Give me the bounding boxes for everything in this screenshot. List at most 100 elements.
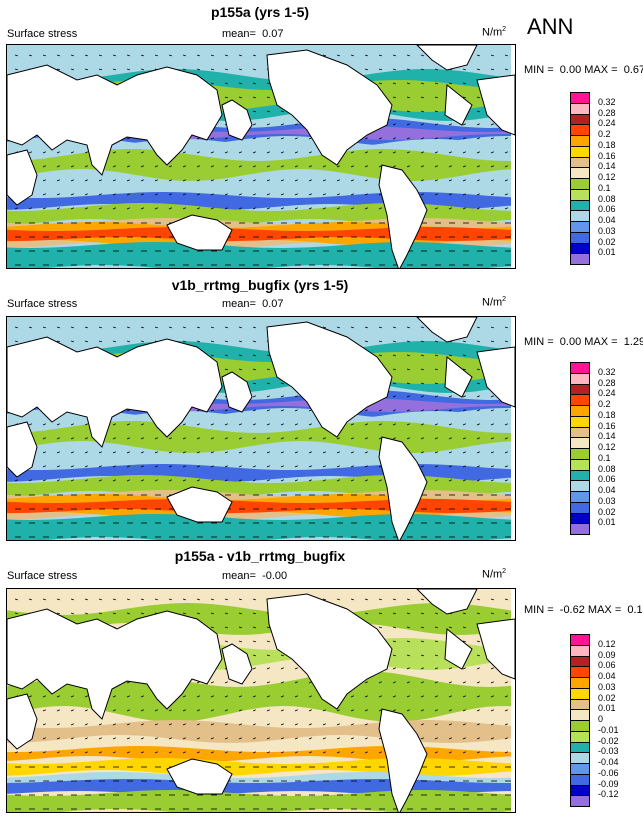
colorbar-tick-label: 0.32: [598, 366, 616, 377]
colorbar-tick-label: 0.32: [598, 96, 616, 107]
surface-stress-map: [6, 44, 516, 269]
colorbar-tick-label: 0.03: [598, 495, 616, 506]
contour-band: [7, 779, 511, 795]
colorbar: 0.32 0.28 0.24 0.2 0.18 0.16 0.14 0.12 0.1 0.08 0.…: [570, 362, 640, 535]
mean-readout: mean= 0.07: [222, 298, 284, 310]
colorbar-tick-label: 0.02: [598, 506, 616, 517]
mean-readout: mean= 0.07: [222, 28, 284, 40]
units-label: N/m2: [482, 568, 507, 581]
colorbar-tick-label: 0.08: [598, 193, 616, 204]
land-outline: [444, 628, 473, 670]
land-outline: [476, 618, 515, 680]
colorbar-tick-label: 0.03: [598, 681, 616, 692]
mean-readout: mean= -0.00: [222, 570, 288, 582]
land-outline: [7, 64, 223, 176]
colorbar-swatch: [570, 795, 590, 807]
colorbar-tick-label: -0.04: [598, 757, 619, 767]
colorbar-tick-label: 0.01: [598, 703, 616, 714]
colorbar-tick-label: 0.06: [598, 474, 616, 485]
panel-title: p155a - v1b_rrtmg_bugfix: [174, 548, 346, 564]
land-outline: [7, 421, 38, 478]
panel-title: p155a (yrs 1-5): [210, 4, 310, 20]
land-outline: [7, 693, 38, 750]
land-outline: [266, 321, 393, 438]
contour-band: [7, 499, 511, 513]
season-label: ANN: [527, 14, 574, 39]
colorbar: 0.32 0.28 0.24 0.2 0.18 0.16 0.14 0.12 0.1 0.08 0.…: [570, 92, 640, 265]
colorbar-tick-label: 0.16: [598, 420, 616, 431]
colorbar-tick-label: 0.09: [598, 649, 616, 660]
colorbar-tick-label: 0.08: [598, 463, 616, 474]
surface-stress-map: [6, 316, 516, 541]
colorbar-tick-label: 0.12: [598, 442, 616, 452]
land-outline: [476, 346, 515, 408]
colorbar-tick-label: 0.24: [598, 388, 616, 399]
variable-label: Surface stress: [7, 570, 78, 582]
colorbar-tick-label: 0.04: [598, 215, 616, 225]
land-outline: [221, 643, 253, 685]
land-outline: [166, 486, 233, 523]
colorbar-tick-label: 0.01: [598, 517, 616, 528]
min-max-readout: MIN = 0.00 MAX = 1.29: [524, 336, 643, 348]
min-max-readout: MIN = -0.62 MAX = 0.17: [524, 604, 643, 616]
land-outline: [166, 758, 233, 795]
land-outline: [416, 45, 478, 71]
contour-band: [7, 603, 511, 635]
colorbar-tick-label: 0.1: [598, 182, 611, 193]
colorbar-tick-label: 0.18: [598, 409, 616, 420]
colorbar-tick-label: 0.14: [598, 161, 616, 172]
colorbar-tick-label: 0.12: [598, 638, 616, 649]
land-outline: [266, 593, 393, 710]
colorbar-tick-label: -0.01: [598, 724, 619, 735]
land-outline: [7, 149, 38, 206]
land-outline: [476, 74, 515, 136]
land-outline: [444, 356, 473, 398]
colorbar-tick-label: 0.02: [598, 236, 616, 247]
land-outline: [378, 708, 428, 812]
colorbar: 0.12 0.09 0.06 0.04 0.03 0.02 0.01 0 -0.01 -0.02-…: [570, 634, 640, 807]
units-label: N/m2: [482, 26, 507, 39]
variable-label: Surface stress: [7, 28, 78, 40]
contour-band: [7, 514, 511, 540]
colorbar-tick-label: 0.28: [598, 107, 616, 118]
colorbar-tick-label: -0.03: [598, 746, 619, 757]
min-max-readout: MIN = 0.00 MAX = 0.67: [524, 64, 643, 76]
colorbar-tick-label: 0.04: [598, 671, 616, 681]
land-outline: [7, 336, 223, 448]
colorbar-tick-label: 0.2: [598, 129, 611, 139]
colorbar-tick-label: 0.16: [598, 150, 616, 161]
colorbar-swatch: [570, 253, 590, 265]
colorbar-tick-label: 0.03: [598, 225, 616, 236]
land-outline: [416, 317, 478, 343]
surface-stress-difference-map: [6, 588, 516, 813]
units-label: N/m2: [482, 296, 507, 309]
colorbar-tick-label: 0.28: [598, 377, 616, 388]
contour-band: [7, 790, 511, 812]
colorbar-tick-label: 0.02: [598, 692, 616, 703]
colorbar-tick-label: 0.06: [598, 660, 616, 671]
colorbar-swatch: [570, 523, 590, 535]
colorbar-tick-label: 0.01: [598, 247, 616, 258]
colorbar-tick-label: 0.06: [598, 204, 616, 215]
colorbar-tick-label: -0.12: [598, 789, 619, 800]
land-outline: [444, 84, 473, 126]
land-outline: [378, 436, 428, 540]
colorbar-tick-label: 0.2: [598, 399, 611, 409]
colorbar-tick-label: 0.24: [598, 118, 616, 129]
colorbar-tick-label: -0.02: [598, 735, 619, 746]
colorbar-tick-label: 0: [598, 714, 604, 724]
colorbar-tick-label: 0.04: [598, 485, 616, 495]
colorbar-tick-label: 0.1: [598, 452, 611, 463]
land-outline: [266, 49, 393, 166]
contour-band: [7, 227, 511, 241]
panel-title: v1b_rrtmg_bugfix (yrs 1-5): [171, 277, 349, 293]
land-outline: [221, 371, 253, 413]
land-outline: [416, 589, 478, 615]
land-outline: [221, 99, 253, 141]
colorbar-tick-label: -0.06: [598, 767, 619, 778]
variable-label: Surface stress: [7, 298, 78, 310]
land-outline: [7, 608, 223, 720]
colorbar-tick-label: 0.14: [598, 431, 616, 442]
contour-band: [7, 242, 511, 268]
land-outline: [378, 164, 428, 268]
